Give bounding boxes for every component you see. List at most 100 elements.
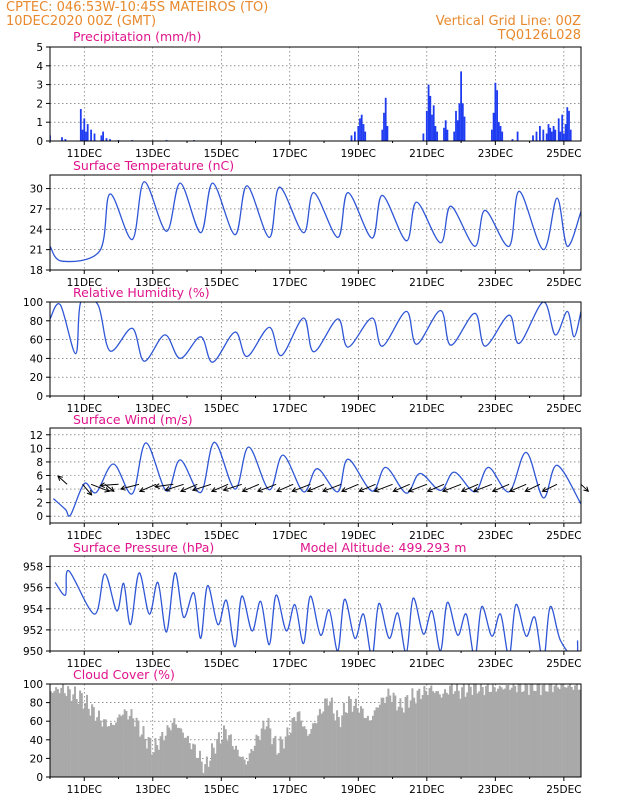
wind-vector-head-13 (241, 487, 248, 493)
cloud-bar-24 (91, 704, 94, 777)
precip-bar-24 (364, 131, 367, 141)
cloud-bar-21 (86, 694, 89, 777)
wind-vector-head-31 (541, 487, 548, 493)
cloud-bar-65 (161, 732, 164, 777)
cloud-bar-303 (569, 684, 572, 777)
cloud-bar-162 (327, 705, 330, 777)
cloud-bar-141 (291, 718, 294, 777)
cloud-bar-187 (370, 720, 373, 777)
wind-vector-head-26 (460, 487, 467, 493)
cloud-bar-91 (205, 756, 208, 777)
cloud-bar-69 (168, 727, 171, 777)
temp-series-line (50, 181, 581, 263)
cloud-bar-131 (274, 735, 277, 777)
wind-vector-17 (307, 483, 325, 492)
wind-vector-head-2 (104, 487, 111, 493)
xtick-label-rh-5: 21DEC (409, 403, 444, 415)
wind-vector-22 (393, 483, 410, 492)
frame-temp (49, 174, 582, 271)
cloud-bar-157 (318, 709, 321, 777)
ytick-label-rh-5: 100 (23, 297, 43, 309)
precip-bar-62 (549, 127, 552, 141)
precip-bar-27 (384, 97, 387, 141)
wind-vector-head-9 (179, 487, 186, 493)
wind-vector-head-4 (99, 482, 106, 489)
xtick-label-cloud-2: 15DEC (204, 784, 239, 796)
cloud-bar-227 (438, 694, 441, 777)
cloud-bar-299 (562, 684, 565, 777)
cloud-bar-0 (50, 691, 53, 777)
cloud-bar-179 (356, 708, 359, 777)
cloud-bar-196 (385, 696, 388, 777)
precip-bar-48 (492, 112, 495, 141)
cloud-bar-22 (87, 708, 90, 777)
cloud-bar-94 (211, 743, 214, 777)
xtick-label-precip-2: 15DEC (204, 148, 239, 160)
wind-vector-0 (57, 475, 68, 485)
precip-bar-33 (431, 114, 433, 141)
cloud-bar-108 (235, 745, 238, 777)
cloud-bar-279 (527, 694, 530, 777)
cloud-bar-274 (519, 684, 522, 777)
press-series-line (54, 570, 579, 651)
cloud-bar-46 (128, 715, 131, 777)
cloud-bar-57 (147, 737, 150, 777)
wind-vector-head-24 (426, 487, 433, 493)
cloud-bar-163 (329, 701, 332, 777)
cloud-bar-176 (351, 711, 354, 777)
cloud-bar-140 (289, 732, 292, 777)
precip-bar-60 (545, 133, 548, 141)
precip-bar-4 (81, 129, 84, 141)
cloud-bar-286 (539, 695, 542, 777)
cloud-bar-222 (430, 685, 433, 777)
cloud-bar-40 (118, 714, 121, 777)
ytick-label-cloud-1: 20 (30, 753, 43, 765)
wind-vector-27 (473, 483, 493, 492)
precip-bar-38 (444, 120, 447, 141)
wind-vector-head-14 (256, 487, 263, 493)
precip-bar-45 (461, 103, 464, 141)
ytick-label-temp-1: 21 (30, 245, 43, 257)
wind-vector-head-18 (322, 487, 329, 493)
xtick-label-rh-2: 15DEC (204, 403, 239, 415)
wind-vector-head-10 (191, 486, 198, 492)
precip-bar-41 (455, 110, 457, 141)
frame-press (49, 555, 582, 652)
precip-bar-52 (499, 126, 502, 141)
cloud-bar-296 (557, 687, 560, 777)
cloud-bar-44 (125, 711, 128, 777)
precip-bar-56 (532, 135, 534, 141)
xtick-label-temp-1: 13DEC (135, 277, 170, 289)
cloud-bar-251 (479, 684, 482, 777)
ytick-label-wind-1: 2 (36, 498, 43, 510)
cloud-bar-60 (152, 752, 155, 777)
precip-bar-50 (496, 90, 498, 141)
cloud-bar-290 (546, 691, 549, 777)
precip-bar-36 (436, 131, 438, 141)
cloud-bar-158 (320, 713, 323, 777)
precip-bar-29 (422, 133, 425, 141)
precip-bar-6 (85, 131, 87, 141)
precip-bar-63 (551, 131, 553, 141)
precip-bar-35 (434, 126, 437, 141)
precip-bar-55 (516, 131, 519, 141)
xtick-label-press-2: 15DEC (204, 658, 239, 670)
precip-bar-43 (458, 103, 461, 141)
wind-vector-head-1 (86, 489, 93, 496)
wind-vector-8 (165, 483, 184, 491)
cloud-bar-309 (579, 689, 581, 777)
wind-vector-head-25 (441, 487, 448, 493)
cloud-bar-36 (111, 724, 114, 777)
cloud-bar-74 (176, 727, 179, 777)
xtick-label-temp-6: 23DEC (478, 277, 513, 289)
cloud-bar-277 (524, 684, 527, 777)
ytick-label-precip-4: 4 (36, 61, 43, 73)
cloud-bar-92 (207, 766, 210, 777)
xtick-label-precip-4: 19DEC (341, 148, 376, 160)
xtick-label-press-4: 19DEC (341, 658, 376, 670)
cloud-bar-184 (365, 718, 368, 777)
cloud-bar-97 (216, 739, 219, 777)
xtick-label-temp-2: 15DEC (204, 277, 239, 289)
ytick-label-precip-2: 2 (36, 98, 43, 110)
